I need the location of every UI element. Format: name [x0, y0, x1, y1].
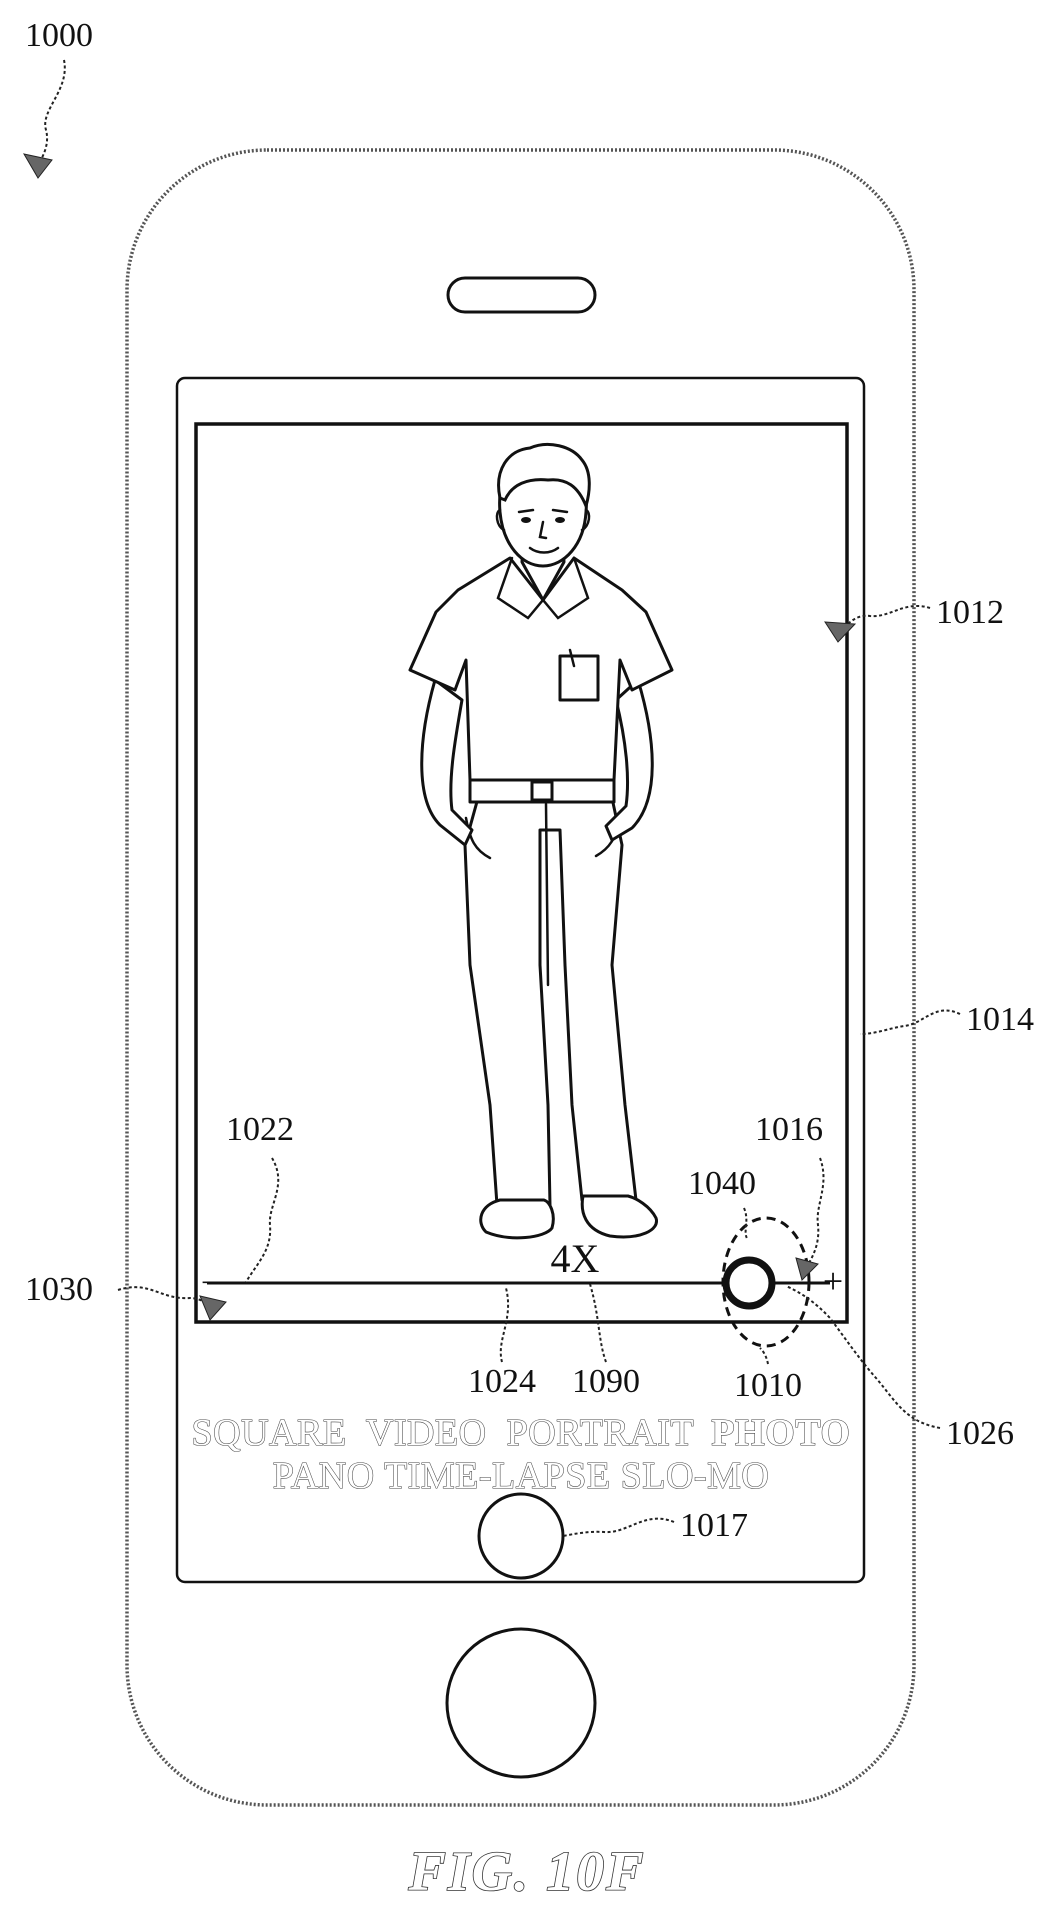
mode-video[interactable]: VIDEO: [366, 1412, 487, 1454]
mode-portrait[interactable]: PORTRAIT: [507, 1412, 694, 1454]
ref-1030: 1030: [25, 1271, 93, 1308]
lead-1000: [38, 60, 65, 165]
mode-square[interactable]: SQUARE: [192, 1412, 347, 1454]
shutter-button[interactable]: [479, 1494, 563, 1578]
ref-1022: 1022: [226, 1111, 294, 1148]
ref-1000: 1000: [25, 17, 93, 54]
lead-1014: [860, 1010, 960, 1034]
figure-label: FIG. 10F: [408, 1841, 646, 1903]
ref-1090: 1090: [572, 1363, 640, 1400]
mode-photo[interactable]: PHOTO: [711, 1412, 850, 1454]
ref-1026: 1026: [946, 1415, 1014, 1452]
zoom-min-sign[interactable]: −: [201, 1264, 219, 1300]
mode-row-2[interactable]: PANO TIME-LAPSE SLO-MO: [273, 1455, 770, 1497]
ref-1016: 1016: [755, 1111, 823, 1148]
zoom-handle[interactable]: [726, 1260, 772, 1306]
home-button[interactable]: [447, 1629, 595, 1777]
ref-1040: 1040: [688, 1165, 756, 1202]
ref-1024: 1024: [468, 1363, 536, 1400]
zoom-level-label: 4X: [551, 1236, 600, 1281]
ref-1012: 1012: [936, 594, 1004, 631]
arrow-1000: [24, 154, 52, 178]
speaker-slot: [448, 278, 595, 312]
mode-row-1: SQUARE VIDEO PORTRAIT PHOTO: [192, 1412, 851, 1454]
zoom-max-sign[interactable]: +: [823, 1261, 843, 1301]
ref-1014: 1014: [966, 1001, 1034, 1038]
ref-1010: 1010: [734, 1367, 802, 1404]
ref-1017: 1017: [680, 1507, 748, 1544]
